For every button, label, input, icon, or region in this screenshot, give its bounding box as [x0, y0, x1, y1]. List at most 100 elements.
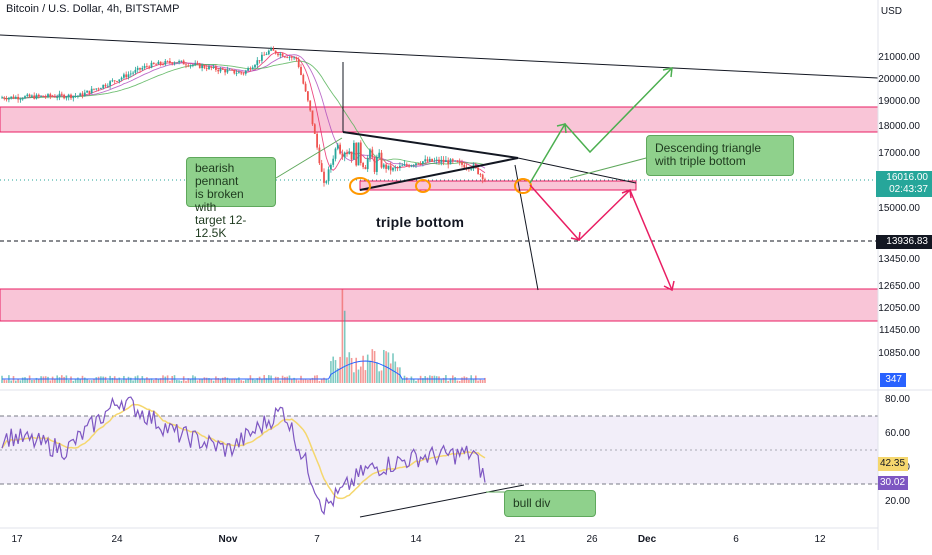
candle-body [424, 159, 427, 162]
candle-body [93, 88, 95, 90]
candle-body [173, 62, 176, 64]
triangle-extension-line [517, 157, 637, 184]
price-tick-label: 11450.00 [879, 325, 920, 336]
candle-body [447, 160, 450, 165]
volume-bar [90, 380, 93, 383]
candle-body [426, 159, 429, 162]
candle-body [364, 167, 367, 170]
volume-bar [47, 376, 49, 383]
volume-bar [355, 357, 357, 383]
price-tick-label: 19000.00 [878, 96, 920, 107]
volume-bar [143, 378, 146, 383]
candle-body [451, 159, 454, 161]
resistance-zone [0, 106, 879, 133]
candle-body [274, 50, 277, 54]
bull-div-text: bull div [513, 496, 551, 510]
candle-body [433, 160, 436, 162]
volume-bar [456, 380, 459, 383]
candle-body [387, 165, 390, 169]
bull-arrowhead-2 [662, 67, 673, 78]
candle-body [256, 60, 259, 66]
candle-body [180, 60, 183, 62]
time-tick-label: 24 [111, 534, 123, 545]
candle-body [104, 84, 107, 87]
candle-body [95, 88, 98, 90]
volume-bar [408, 380, 410, 383]
volume-bar [88, 380, 91, 383]
volume-bar [254, 379, 256, 383]
candle-body [304, 83, 307, 92]
candle-body [201, 65, 203, 69]
candle-body [63, 94, 65, 99]
volume-bar [95, 377, 98, 383]
candle-body [249, 68, 252, 70]
candle-body [481, 174, 484, 180]
volume-bar [380, 370, 383, 383]
candle-body [272, 48, 275, 51]
volume-bar [26, 378, 29, 383]
candle-body [116, 81, 118, 82]
target-projection-line [514, 164, 539, 291]
price-tick-label: 12650.00 [878, 281, 920, 292]
triple-bottom-label: triple bottom [376, 214, 465, 230]
candle-body [449, 159, 452, 165]
candle-body [47, 94, 49, 97]
candle-body [359, 142, 362, 163]
volume-bar [412, 378, 415, 383]
volume-bar [219, 379, 222, 383]
volume-bar [295, 379, 298, 383]
volume-bar [125, 379, 127, 383]
candle-body [440, 159, 443, 163]
volume-bar [132, 380, 134, 383]
rsi-tag: 30.02 [878, 476, 908, 490]
candle-body [410, 165, 413, 167]
volume-bar [447, 380, 449, 383]
volume-bar [51, 376, 54, 383]
volume-bar [210, 379, 213, 383]
volume-bar [247, 379, 249, 383]
candle-body [146, 65, 148, 67]
candle-body [132, 72, 134, 74]
volume-bar [86, 379, 88, 383]
volume-bar [31, 379, 33, 383]
candle-body [178, 61, 180, 63]
bottom-marker-1 [349, 177, 371, 195]
candle-body [28, 94, 31, 97]
volume-bar [325, 379, 328, 383]
price-axis[interactable]: 21000.00 20000.00 19000.00 18000.00 17000.00… [878, 52, 920, 359]
volume-bar [58, 377, 61, 383]
candle-body [323, 171, 325, 183]
candle-body [341, 153, 344, 158]
time-tick-label: 26 [586, 534, 598, 545]
pennant-note-pointer [275, 137, 343, 179]
volume-bar [141, 376, 144, 383]
volume-bar [406, 377, 408, 383]
candle-body [88, 90, 91, 94]
volume-bar [113, 376, 116, 383]
volume-bar [348, 352, 351, 383]
time-axis[interactable]: 17 24 Nov 7 14 21 26 Dec 6 12 [11, 534, 826, 545]
volume-bar [465, 377, 468, 383]
candle-body [148, 66, 151, 68]
last-price-value: 16016.00 [886, 172, 928, 183]
candle-body [419, 163, 422, 165]
candle-body [355, 142, 358, 166]
candle-body [187, 65, 190, 67]
candle-body [164, 60, 167, 65]
volume-bar [463, 376, 466, 383]
volume-bar [205, 377, 208, 383]
currency-label: USD [880, 6, 902, 17]
candle-body [21, 98, 24, 100]
volume-bar [139, 378, 141, 383]
candle-body [120, 77, 123, 80]
volume-bar [481, 380, 484, 383]
pennant-note-line-1: bearish pennant [195, 161, 239, 188]
volume-bar [245, 379, 247, 383]
candle-body [56, 97, 59, 99]
volume-bar [84, 377, 86, 383]
price-tick-label: 13450.00 [878, 254, 920, 265]
volume-bar [362, 355, 364, 383]
